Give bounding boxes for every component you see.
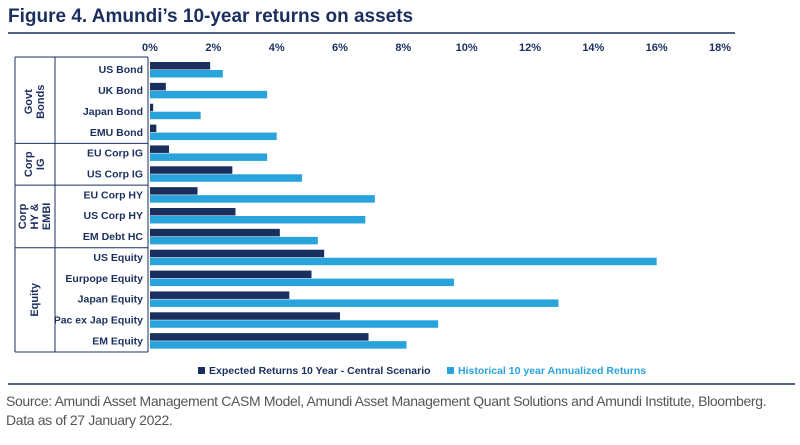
bar: [150, 341, 407, 349]
x-tick-label: 0%: [142, 42, 158, 54]
bar: [150, 62, 211, 70]
y-tick-label: US Equity: [93, 252, 143, 264]
bar: [150, 333, 369, 341]
bar: [150, 187, 198, 195]
y-tick-label: US Corp IG: [87, 168, 143, 180]
bar: [150, 70, 223, 78]
y-tick-label: US Corp HY: [83, 210, 143, 222]
x-tick-label: 10%: [456, 42, 478, 54]
bar: [150, 291, 290, 299]
y-tick-label: EU Corp HY: [83, 189, 143, 201]
bar: [150, 216, 366, 224]
x-tick-label: 12%: [519, 42, 541, 54]
y-tick-label: UK Bond: [98, 85, 143, 97]
legend-label: Expected Returns 10 Year - Central Scena…: [209, 365, 431, 377]
y-tick-label: Eurpope Equity: [65, 273, 143, 285]
bar: [150, 166, 233, 174]
y-tick-label: Japan Equity: [78, 294, 144, 306]
x-tick-label: 18%: [709, 42, 731, 54]
bar: [150, 312, 340, 320]
x-tick-label: 14%: [582, 42, 604, 54]
legend-label: Historical 10 year Annualized Returns: [458, 365, 646, 377]
group-label: CorpHY &EMBI: [17, 203, 53, 231]
legend-swatch: [447, 367, 454, 374]
y-tick-label: Japan Bond: [83, 106, 143, 118]
bar: [150, 195, 375, 203]
x-tick-label: 8%: [395, 42, 411, 54]
bar: [150, 228, 280, 237]
bar: [150, 132, 277, 141]
legend-swatch: [198, 367, 205, 374]
chart-title: Figure 4. Amundi’s 10-year returns on as…: [8, 6, 413, 27]
y-tick-label: EU Corp IG: [87, 148, 143, 160]
bar: [150, 145, 169, 153]
y-tick-label: EM Debt HC: [83, 231, 144, 243]
bar: [150, 111, 201, 120]
y-tick-label: US Bond: [99, 64, 143, 76]
x-tick-label: 2%: [205, 42, 221, 54]
bar: [150, 236, 318, 245]
bar: [150, 299, 559, 307]
group-label: GovtBonds: [23, 85, 47, 119]
bar: [150, 320, 439, 328]
y-tick-label: EM Equity: [92, 335, 143, 347]
x-tick-label: 6%: [332, 42, 348, 54]
group-label: CorpIG: [23, 151, 47, 177]
x-tick-label: 16%: [646, 42, 668, 54]
y-tick-label: Pac ex Jap Equity: [54, 314, 143, 326]
bar: [150, 249, 325, 258]
group-label: Equity: [29, 282, 41, 316]
x-tick-label: 4%: [269, 42, 285, 54]
chart: Figure 4. Amundi’s 10-year returns on as…: [8, 6, 795, 385]
bar: [150, 82, 166, 91]
bar: [150, 124, 157, 133]
bar: [150, 257, 657, 266]
bar: [150, 278, 454, 287]
source-note: Source: Amundi Asset Management CASM Mod…: [6, 393, 767, 428]
bar: [150, 174, 302, 182]
bar: [150, 103, 154, 112]
y-tick-label: EMU Bond: [90, 127, 143, 139]
bar: [150, 208, 236, 216]
bar: [150, 153, 268, 161]
bar: [150, 90, 268, 99]
bar: [150, 270, 312, 279]
